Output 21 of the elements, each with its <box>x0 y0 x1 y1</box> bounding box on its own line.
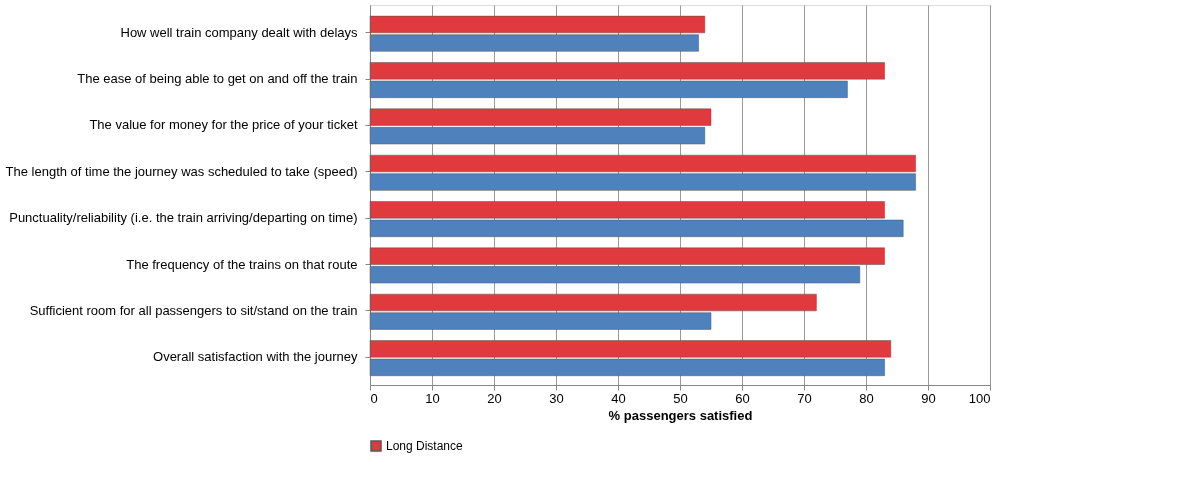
y-tick-label: Punctuality/reliability (i.e. the train arriving/departing on time) <box>9 210 358 226</box>
y-tick-label: Overall satisfaction with the journey <box>153 349 358 365</box>
legend-label: Long Distance <box>386 439 464 453</box>
x-tick-label: 100 <box>968 390 991 406</box>
x-axis-title: % passengers satisfied <box>608 407 753 423</box>
x-tick-label: 10 <box>425 390 440 406</box>
x-tick-label: 40 <box>611 390 626 406</box>
x-tick-label: 50 <box>673 390 688 406</box>
y-tick-label: The length of time the journey was scheduled to take (speed) <box>5 163 358 179</box>
x-tick-label: 80 <box>859 390 874 406</box>
x-tick-label: 70 <box>797 390 812 406</box>
x-tick-label: 60 <box>735 390 750 406</box>
y-tick-label: Sufficient room for all passengers to sit/stand on the train <box>29 302 358 318</box>
x-tick-label: 30 <box>549 390 564 406</box>
y-tick-label: How well train company dealt with delays <box>120 24 358 40</box>
x-tick-label: 90 <box>921 390 936 406</box>
x-tick-label: 20 <box>487 390 502 406</box>
x-tick-label: 0 <box>370 390 378 406</box>
y-tick-label: The frequency of the trains on that route <box>126 256 358 272</box>
y-tick-label: The ease of being able to get on and off the train <box>77 71 358 87</box>
y-tick-label: The value for money for the price of your ticket <box>89 117 358 133</box>
